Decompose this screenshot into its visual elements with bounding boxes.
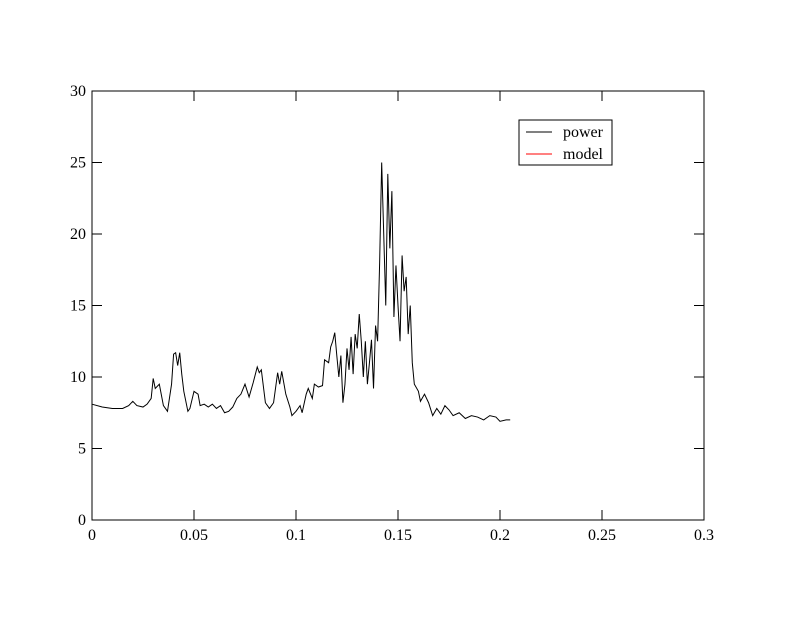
y-tick-label: 5 <box>78 441 86 458</box>
legend-label: power <box>563 124 604 141</box>
y-tick-label: 10 <box>70 369 86 386</box>
x-tick-label: 0.15 <box>384 527 412 544</box>
x-tick-label: 0.25 <box>588 527 616 544</box>
y-tick-label: 20 <box>70 226 86 243</box>
x-tick-label: 0.1 <box>286 527 306 544</box>
x-tick-label: 0.3 <box>694 527 714 544</box>
y-tick-label: 25 <box>70 155 86 172</box>
y-tick-label: 30 <box>70 83 86 100</box>
y-tick-label: 0 <box>78 512 86 529</box>
x-tick-label: 0.2 <box>490 527 510 544</box>
legend-label: model <box>563 146 604 163</box>
data-line <box>91 162 511 422</box>
x-tick-label: 0.05 <box>180 527 208 544</box>
y-tick-label: 15 <box>70 298 86 315</box>
legend-box <box>518 119 613 166</box>
x-tick-label: 0 <box>88 527 96 544</box>
